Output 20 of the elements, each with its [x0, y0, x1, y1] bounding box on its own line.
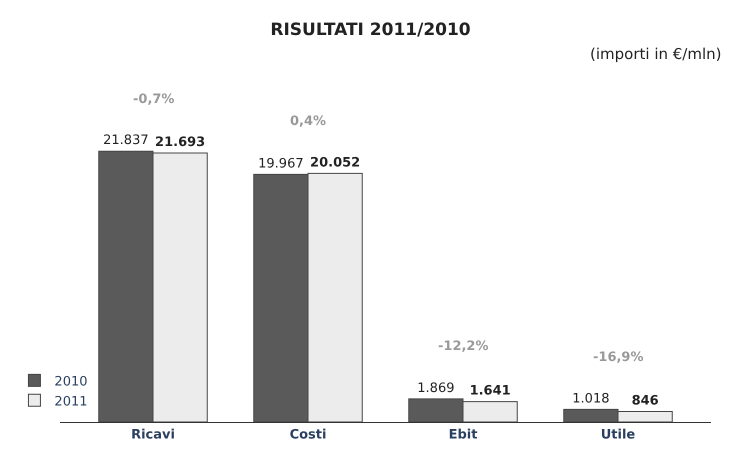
data-label: 21.693 [155, 134, 206, 150]
data-label: 19.967 [258, 156, 304, 172]
annotation: -16,9% [593, 350, 644, 365]
annotation: -12,2% [438, 339, 488, 354]
data-label: 1.641 [470, 384, 511, 399]
text: 0,4% [290, 114, 326, 129]
data-label: 1.018 [572, 391, 610, 406]
legend-label: 2011 [54, 394, 88, 410]
text: -0,7% [133, 92, 174, 107]
x-tick-label: Costi [290, 428, 326, 443]
x-tick-label: Ebit [448, 428, 478, 443]
x-tick-label: Ricavi [131, 428, 175, 443]
legend-label: 2010 [54, 374, 88, 390]
x-tick-label: Utile [600, 428, 636, 443]
chart-subtitle: (importi in €/mln) [590, 45, 722, 63]
data-label: 1.869 [417, 380, 454, 396]
chart-title: RISULTATI 2011/2010 [270, 20, 471, 40]
data-label: 20.052 [310, 155, 360, 170]
data-label: 21.837 [103, 133, 149, 148]
data-label: 846 [632, 394, 659, 409]
